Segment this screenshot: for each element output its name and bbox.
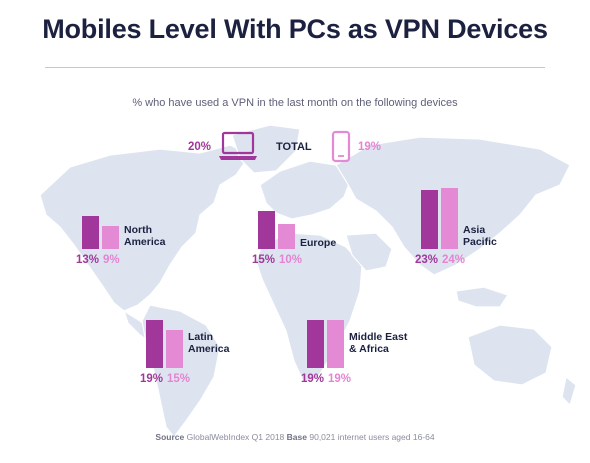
map-north-america [39,144,251,312]
value-label-pc-middle-east-africa: 19% [301,373,325,385]
map-new-zealand [561,375,577,407]
bar-pc-latin-america [146,319,163,368]
source-text: GlobalWebIndex Q1 2018 [186,432,285,442]
value-label-mobile-latin-america: 15% [167,373,191,385]
map-greenland [231,124,301,174]
base-label: Base [286,432,307,442]
map-australia [467,324,553,386]
value-label-mobile-north-america: 9% [103,254,120,266]
value-label-pc-asia-pacific: 23% [415,254,439,266]
total-pc-value: 20% [188,141,212,153]
region-label-north-america: North America [124,224,166,248]
bar-mobile-middle-east-africa [327,319,344,368]
region-label-asia-pacific: Asia Pacific [463,224,497,248]
value-label-pc-north-america: 13% [76,254,100,266]
value-label-mobile-asia-pacific: 24% [442,254,466,266]
region-label-middle-east-africa: Middle East & Africa [349,331,408,355]
bar-mobile-latin-america [166,329,183,368]
title-divider [45,67,545,68]
bar-mobile-north-america [102,226,119,249]
region-label-europe: Europe [300,237,337,249]
value-label-pc-europe: 15% [252,254,276,266]
smartphone-icon [331,130,351,163]
world-map-background [39,124,577,438]
value-label-pc-latin-america: 19% [140,373,164,385]
bar-mobile-asia-pacific [441,187,458,249]
value-label-mobile-middle-east-africa: 19% [328,373,352,385]
laptop-icon [219,131,257,160]
base-text: 90,021 internet users aged 16-64 [309,432,435,442]
bar-pc-middle-east-africa [307,319,324,368]
chart-title: Mobiles Level With PCs as VPN Devices [42,14,548,44]
bar-pc-asia-pacific [421,190,438,249]
map-sea-islands [455,286,509,308]
total-mobile-value: 19% [358,141,382,153]
region-label-latin-america: Latin America [188,331,230,355]
bar-pc-europe [258,210,275,249]
source-note: Source GlobalWebIndex Q1 2018 Base 90,02… [0,432,590,442]
bar-pc-north-america [82,215,99,249]
map-middle-east [345,232,393,272]
chart-subtitle: % who have used a VPN in the last month … [132,97,458,109]
source-label: Source [155,432,185,442]
value-label-mobile-europe: 10% [279,254,303,266]
bar-mobile-europe [278,223,295,249]
total-label: TOTAL [276,141,312,153]
